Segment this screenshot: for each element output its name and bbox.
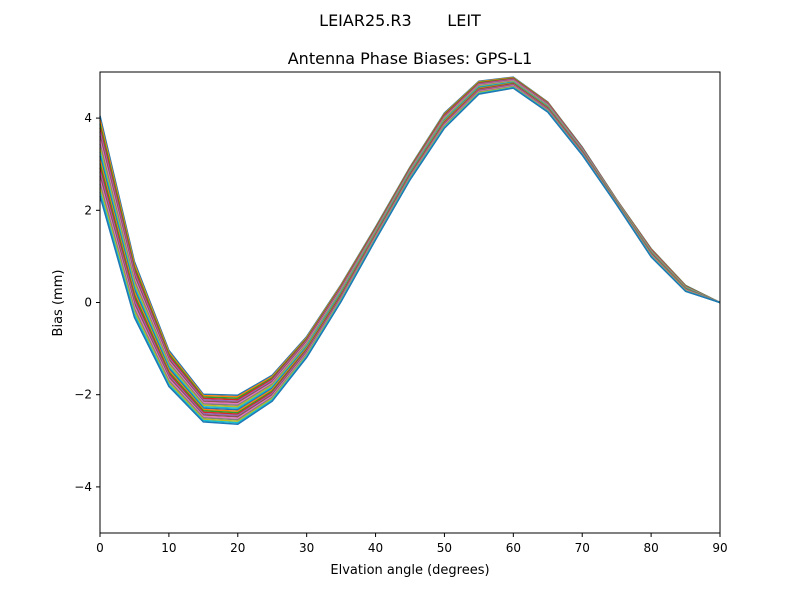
series-line [99, 81, 721, 409]
series-line [99, 85, 721, 421]
series-line [99, 76, 721, 398]
series-line [99, 84, 721, 418]
series-line [99, 76, 721, 396]
y-axis-label: Bias (mm) [51, 270, 66, 337]
series-line [99, 83, 721, 417]
y-tick-label: 0 [84, 296, 92, 310]
x-tick-label: 70 [575, 541, 590, 555]
x-tick-label: 30 [299, 541, 314, 555]
suptitle: LEIAR25.R3 LEIT [319, 11, 481, 30]
series-line [99, 79, 721, 405]
y-tick-label: 4 [84, 111, 92, 125]
chart-title: Antenna Phase Biases: GPS-L1 [288, 49, 533, 68]
series-line [99, 79, 721, 404]
series-line [99, 86, 721, 422]
series-line [99, 78, 721, 402]
series-lines [99, 76, 721, 425]
series-line [99, 85, 721, 419]
y-tick-label: 2 [84, 203, 92, 217]
series-line [99, 78, 721, 401]
x-tick-label: 10 [161, 541, 176, 555]
x-tick-label: 80 [643, 541, 658, 555]
x-axis: 0 10 20 30 40 50 60 70 80 90 [96, 533, 728, 555]
series-line [99, 86, 721, 424]
x-tick-label: 20 [230, 541, 245, 555]
x-tick-label: 50 [437, 541, 452, 555]
series-line [99, 82, 721, 412]
plot-frame [99, 71, 721, 534]
x-tick-label: 40 [368, 541, 383, 555]
series-line [99, 77, 721, 399]
x-axis-label: Elvation angle (degrees) [330, 563, 489, 578]
series-line [99, 83, 721, 415]
series-line [99, 80, 721, 407]
y-axis: −4 −2 0 2 4 [74, 111, 100, 494]
series-line [99, 81, 721, 411]
x-tick-label: 60 [506, 541, 521, 555]
series-line [99, 80, 721, 408]
series-line [99, 82, 721, 414]
x-tick-label: 90 [712, 541, 727, 555]
x-tick-label: 0 [96, 541, 104, 555]
y-tick-label: −4 [74, 480, 92, 494]
y-tick-label: −2 [74, 388, 92, 402]
series-line [99, 87, 721, 425]
